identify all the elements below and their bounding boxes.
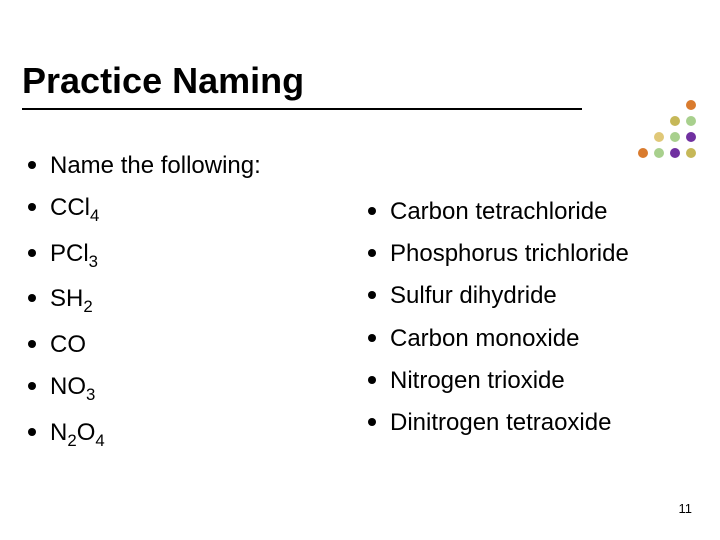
item-text: NO3 — [50, 371, 95, 406]
right-column: Carbon tetrachloride Phosphorus trichlori… — [368, 150, 692, 463]
bullet-icon — [368, 334, 376, 342]
bullet-icon — [28, 294, 36, 302]
decor-dot — [654, 116, 664, 126]
list-item: N2O4 — [28, 417, 328, 452]
decor-dot — [638, 132, 648, 142]
item-text: Phosphorus trichloride — [390, 238, 629, 269]
item-text: Carbon tetrachloride — [390, 196, 607, 227]
bullet-icon — [28, 161, 36, 169]
item-text: SH2 — [50, 283, 93, 318]
left-column: Name the following: CCl4 PCl3 SH2 CO NO3 N2O4 — [28, 150, 328, 463]
list-item: SH2 — [28, 283, 328, 318]
bullet-icon — [28, 203, 36, 211]
item-text: Sulfur dihydride — [390, 280, 557, 311]
list-item: Carbon tetrachloride — [368, 196, 692, 227]
list-item: PCl3 — [28, 238, 328, 273]
item-text: CCl4 — [50, 192, 99, 227]
list-item: Sulfur dihydride — [368, 280, 692, 311]
bullet-icon — [28, 428, 36, 436]
decor-dot — [622, 100, 632, 110]
decor-dot — [638, 116, 648, 126]
item-text: CO — [50, 329, 86, 360]
page-number: 11 — [679, 501, 693, 516]
list-item: CO — [28, 329, 328, 360]
list-item: Carbon monoxide — [368, 323, 692, 354]
decor-dot — [622, 116, 632, 126]
bullet-icon — [368, 376, 376, 384]
decor-dot — [654, 132, 664, 142]
decor-dot — [670, 132, 680, 142]
spacer — [368, 150, 692, 185]
list-item: NO3 — [28, 371, 328, 406]
item-text: N2O4 — [50, 417, 105, 452]
list-item: Nitrogen trioxide — [368, 365, 692, 396]
item-text: Nitrogen trioxide — [390, 365, 565, 396]
bullet-icon — [368, 291, 376, 299]
decor-dot — [638, 100, 648, 110]
decor-dot — [622, 132, 632, 142]
decor-dot — [654, 100, 664, 110]
bullet-icon — [368, 249, 376, 257]
decor-dot — [686, 116, 696, 126]
bullet-icon — [368, 418, 376, 426]
item-text: Dinitrogen tetraoxide — [390, 407, 611, 438]
decor-dot — [686, 100, 696, 110]
content-area: Name the following:CCl4PCl3SH2CONO3N2O4 … — [28, 150, 692, 463]
bullet-icon — [28, 249, 36, 257]
decor-dot — [686, 132, 696, 142]
list-item: Name the following: — [28, 150, 328, 181]
bullet-icon — [368, 207, 376, 215]
bullet-icon — [28, 340, 36, 348]
list-item: Dinitrogen tetraoxide — [368, 407, 692, 438]
bullet-icon — [28, 382, 36, 390]
item-text: Carbon monoxide — [390, 323, 579, 354]
list-item: CCl4 — [28, 192, 328, 227]
decor-dot — [670, 100, 680, 110]
item-text: PCl3 — [50, 238, 98, 273]
list-item: Phosphorus trichloride — [368, 238, 692, 269]
item-text: Name the following: — [50, 150, 261, 181]
slide-title: Practice Naming — [22, 60, 582, 110]
decor-dot — [670, 116, 680, 126]
